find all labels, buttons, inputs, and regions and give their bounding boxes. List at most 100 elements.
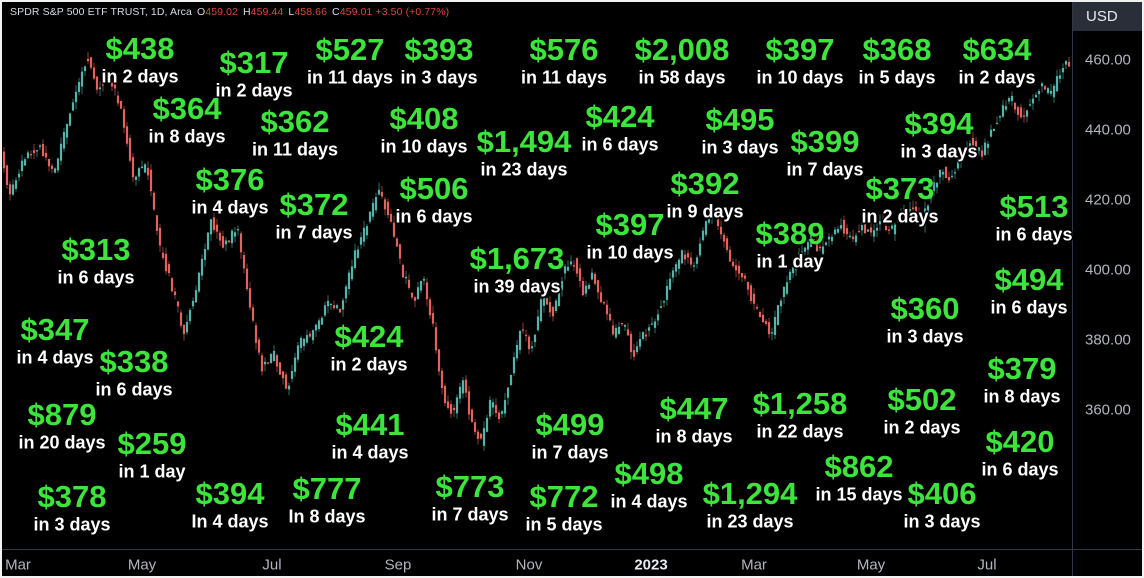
annotation-amount: $360 bbox=[890, 291, 960, 326]
annotation-amount: $420 bbox=[985, 424, 1055, 459]
ohlc-label: C bbox=[332, 6, 340, 18]
annotation-duration: in 2 days bbox=[101, 66, 179, 87]
ohlc-values: O459.02 H459.44 L458.66 C459.01 bbox=[192, 6, 376, 18]
annotation-amount: $392 bbox=[670, 166, 740, 201]
annotation-amount: $513 bbox=[999, 189, 1069, 224]
annotation-duration: in 5 days bbox=[525, 514, 603, 535]
annotation-duration: in 1 day bbox=[118, 461, 186, 482]
annotation-amount: $777 bbox=[292, 471, 362, 506]
annotation-duration: in 10 days bbox=[586, 242, 674, 263]
ohlc-value: 459.02 bbox=[205, 6, 238, 18]
annotation-duration: in 4 days bbox=[191, 197, 269, 218]
time-tick-label: May bbox=[856, 556, 886, 573]
time-tick-label: Nov bbox=[515, 556, 543, 573]
annotation-duration: in 2 days bbox=[958, 67, 1036, 88]
annotation-amount: $1,673 bbox=[469, 241, 565, 276]
annotation-duration: in 4 days bbox=[16, 347, 94, 368]
annotation-amount: $394 bbox=[904, 106, 974, 141]
price-tick-label: 420.00 bbox=[1085, 191, 1131, 209]
annotation-duration: in 8 days bbox=[655, 426, 733, 447]
candlestick-series[interactable] bbox=[2, 2, 1072, 549]
ohlc-label: L bbox=[288, 6, 295, 18]
annotation-amount: $1,494 bbox=[476, 124, 572, 159]
symbol-legend: SPDR S&P 500 ETF TRUST, 1D, Arca O459.02 H… bbox=[10, 6, 449, 18]
annotation-amount: $447 bbox=[659, 391, 729, 426]
ohlc-value: 459.44 bbox=[250, 6, 284, 18]
annotation-duration: in 3 days bbox=[886, 326, 964, 347]
annotation-amount: $1,258 bbox=[752, 386, 848, 421]
time-tick-label: Mar bbox=[741, 556, 767, 573]
annotation-duration: in 10 days bbox=[380, 136, 468, 157]
annotation-duration: in 6 days bbox=[995, 224, 1073, 245]
annotation-duration: in 23 days bbox=[480, 159, 568, 180]
annotation-duration: in 58 days bbox=[638, 67, 726, 88]
annotation-duration: in 11 days bbox=[251, 139, 339, 160]
time-tick-label: Jul bbox=[977, 556, 997, 573]
annotation-amount: $393 bbox=[404, 32, 474, 67]
price-tick-label: 380.00 bbox=[1085, 331, 1131, 349]
annotation-duration: in 6 days bbox=[395, 206, 473, 227]
annotation-amount: $634 bbox=[962, 32, 1032, 67]
annotation-duration: in 3 days bbox=[400, 67, 478, 88]
annotation-amount: $499 bbox=[535, 407, 605, 442]
annotation-duration: in 10 days bbox=[756, 67, 844, 88]
annotation-duration: in 6 days bbox=[581, 134, 659, 155]
annotation-duration: in 2 days bbox=[883, 417, 961, 438]
annotation-amount: $424 bbox=[585, 99, 655, 134]
axis-separator-horizontal bbox=[2, 549, 1142, 550]
annotation-duration: in 3 days bbox=[900, 141, 978, 162]
annotation-amount: $373 bbox=[865, 171, 935, 206]
usd-currency-button[interactable]: USD bbox=[1073, 2, 1142, 31]
annotation-amount: $399 bbox=[790, 124, 860, 159]
annotation-amount: $317 bbox=[219, 45, 289, 80]
ohlc-label: H bbox=[242, 6, 251, 18]
annotation-duration: in 3 days bbox=[701, 137, 779, 158]
annotation-amount: $576 bbox=[529, 32, 599, 67]
annotation-amount: $424 bbox=[334, 319, 404, 354]
annotation-amount: $372 bbox=[279, 187, 349, 222]
price-tick-label: 460.00 bbox=[1085, 51, 1131, 69]
ohlc-value: 458.66 bbox=[294, 6, 328, 18]
annotation-amount: $502 bbox=[887, 382, 957, 417]
annotation-amount: $879 bbox=[27, 397, 97, 432]
annotation-amount: $347 bbox=[20, 312, 90, 347]
time-tick-label: Jul bbox=[262, 556, 282, 573]
annotation-amount: $368 bbox=[862, 32, 932, 67]
annotation-duration: in 11 days bbox=[306, 67, 394, 88]
price-tick-label: 440.00 bbox=[1085, 121, 1131, 139]
time-tick-label: 2023 bbox=[634, 556, 668, 573]
annotation-duration: in 22 days bbox=[756, 421, 844, 442]
annotation-duration: in 5 days bbox=[858, 67, 936, 88]
annotation-duration: in 20 days bbox=[18, 432, 106, 453]
annotation-duration: in 1 day bbox=[756, 251, 824, 272]
annotation-duration: in 4 days bbox=[610, 491, 688, 512]
annotation-duration: in 39 days bbox=[473, 276, 561, 297]
time-tick-label: Mar bbox=[5, 556, 31, 573]
ohlc-value: 459.01 bbox=[339, 6, 373, 18]
annotation-duration: in 15 days bbox=[815, 484, 903, 505]
annotation-amount: $773 bbox=[435, 469, 505, 504]
time-axis[interactable]: Mar May Jul Sep Nov 2023 Mar May Jul bbox=[2, 549, 1142, 576]
annotation-amount: $772 bbox=[529, 479, 599, 514]
annotation-duration: in 23 days bbox=[706, 511, 794, 532]
annotation-amount: $389 bbox=[755, 216, 825, 251]
annotation-duration: in 4 days bbox=[331, 442, 409, 463]
annotation-amount: $441 bbox=[335, 407, 405, 442]
annotation-duration: in 6 days bbox=[57, 267, 135, 288]
annotation-duration: in 7 days bbox=[431, 504, 509, 525]
annotation-amount: $498 bbox=[614, 456, 684, 491]
candlestick-chart[interactable]: $438 in 2 days $317 in 2 days $527 in 11 days… bbox=[2, 2, 1073, 549]
annotation-amount: $313 bbox=[61, 232, 131, 267]
price-tick-label: 360.00 bbox=[1085, 401, 1131, 419]
annotation-duration: in 2 days bbox=[330, 354, 408, 375]
annotation-duration: in 11 days bbox=[520, 67, 608, 88]
annotation-duration: in 9 days bbox=[666, 201, 744, 222]
annotation-amount: $376 bbox=[195, 162, 265, 197]
axis-separator-vertical bbox=[1072, 2, 1073, 576]
price-axis[interactable]: USD 460.00 440.00 420.00 400.00 380.00 360.00 bbox=[1073, 2, 1142, 576]
annotation-duration: in 3 days bbox=[33, 514, 111, 535]
annotation-duration: In 8 days bbox=[288, 506, 366, 527]
time-tick-label: Sep bbox=[384, 556, 412, 573]
annotation-duration: in 6 days bbox=[990, 297, 1068, 318]
